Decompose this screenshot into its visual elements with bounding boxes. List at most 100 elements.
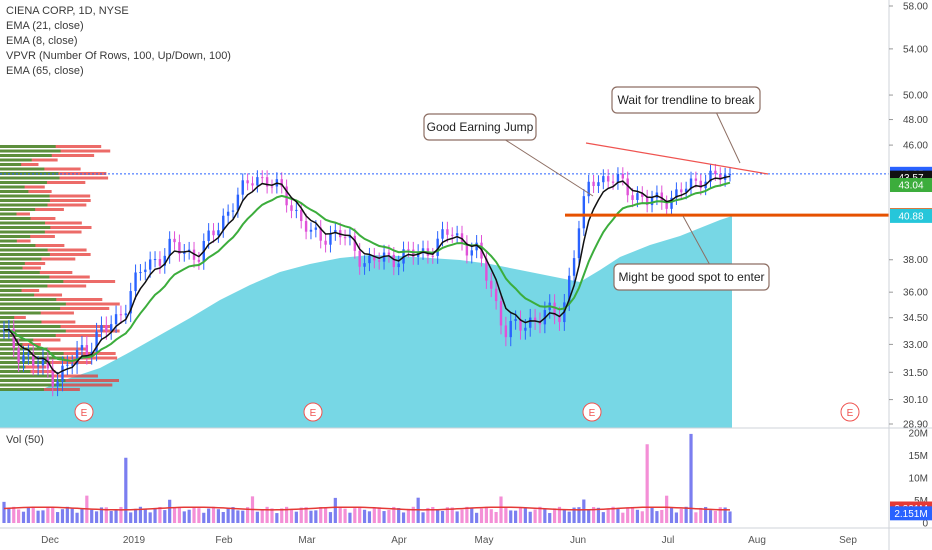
candle-body <box>675 189 678 198</box>
volume-bar <box>504 507 508 523</box>
volume-bar <box>436 510 440 523</box>
candle-body <box>631 195 634 200</box>
vpvr-up-bar <box>0 388 44 391</box>
x-tick-label: 2019 <box>123 535 146 546</box>
volume-tick-label: 0 <box>922 519 928 530</box>
volume-bar <box>41 510 45 523</box>
candle-body <box>494 288 498 302</box>
candle-body <box>2 330 6 332</box>
candle-body <box>470 250 473 256</box>
candle-body <box>231 210 235 212</box>
candle-body <box>397 263 400 268</box>
volume-bar <box>343 508 347 523</box>
volume-bar <box>665 495 669 523</box>
candle-body <box>602 176 605 183</box>
volume-bar <box>182 511 186 523</box>
volume-bar <box>114 510 118 523</box>
volume-bar <box>465 506 469 523</box>
vpvr-up-bar <box>0 226 51 229</box>
volume-bar <box>489 509 493 523</box>
candle-body <box>319 227 322 241</box>
vpvr-up-bar <box>0 320 42 324</box>
candle-body <box>626 178 629 196</box>
legend-title: CIENA CORP, 1D, NYSE <box>6 5 129 17</box>
volume-bar <box>158 506 162 523</box>
candle-body <box>178 242 181 254</box>
volume-bar <box>640 511 644 523</box>
volume-bar <box>231 507 235 523</box>
callout-trendline-text: Wait for trendline to break <box>618 93 756 107</box>
volume-bar <box>514 510 518 523</box>
volume-bar <box>689 433 693 523</box>
candle-body <box>314 227 318 230</box>
candle-body <box>95 331 98 352</box>
legend-ema21: EMA (21, close) <box>6 20 84 32</box>
price-pane[interactable] <box>0 142 889 428</box>
vpvr-up-bar <box>0 334 56 337</box>
earnings-marker-label: E <box>81 408 88 419</box>
candle-body <box>251 183 254 186</box>
volume-bar <box>255 511 259 523</box>
candle-body <box>80 345 84 351</box>
candle-body <box>645 196 649 206</box>
candle-body <box>144 269 147 273</box>
candle-body <box>168 238 171 256</box>
volume-bar <box>2 501 6 523</box>
candle-body <box>139 272 142 274</box>
volume-bar <box>362 509 367 523</box>
volume-bar <box>426 507 430 523</box>
price-tick-label: 34.50 <box>903 313 928 324</box>
vpvr-up-bar <box>0 325 61 328</box>
volume-bar <box>294 511 298 523</box>
vpvr-up-bar <box>0 203 48 207</box>
vpvr-up-bar <box>0 329 66 333</box>
volume-bar <box>260 509 264 523</box>
volume-bar <box>377 507 381 523</box>
candle-body <box>329 233 332 245</box>
volume-tick-label: 5M <box>914 496 928 507</box>
annotations: E E E E Good Earning Jump Wait for trendline … <box>74 86 860 422</box>
volume-bar <box>440 510 445 523</box>
volume-bar <box>31 507 35 523</box>
volume-bar <box>299 507 303 523</box>
volume-bar <box>708 510 713 523</box>
x-tick-label: Mar <box>298 535 316 546</box>
volume-bar <box>411 506 415 523</box>
candle-body <box>163 255 166 266</box>
volume-bar <box>372 507 376 523</box>
vpvr-up-bar <box>0 379 66 382</box>
volume-bar <box>611 506 615 523</box>
volume-bar <box>694 512 698 523</box>
callout-good-earning-box <box>423 113 537 141</box>
volume-ma-line <box>3 506 731 511</box>
candle-body <box>134 272 137 292</box>
volume-bar <box>601 512 605 523</box>
volume-bar <box>99 507 104 523</box>
candle-body <box>300 209 303 222</box>
volume-bar <box>323 507 328 523</box>
volume-bar <box>207 508 211 523</box>
volume-tick-label: 20M <box>909 429 928 440</box>
volume-bar <box>494 511 498 523</box>
candle-body <box>509 320 512 338</box>
candle-body <box>431 255 434 257</box>
volume-bar <box>718 507 722 523</box>
volume-bar <box>431 506 435 523</box>
volume-bar <box>713 510 717 523</box>
volume-badge-label: 2.151M <box>894 509 927 520</box>
candle-body <box>694 178 698 181</box>
candle-body <box>27 353 30 356</box>
volume-bar <box>382 511 386 523</box>
volume-bar <box>119 506 123 523</box>
volume-bar <box>669 508 674 523</box>
candle-body <box>611 181 615 183</box>
vpvr-up-bar <box>0 289 22 292</box>
candle-body <box>451 234 454 236</box>
vpvr-up-bar <box>0 307 61 310</box>
volume-bar <box>552 508 557 523</box>
volume-pane[interactable] <box>2 433 732 523</box>
volume-bar <box>197 508 201 523</box>
volume-bar <box>367 511 372 523</box>
ema8-line <box>3 175 731 375</box>
